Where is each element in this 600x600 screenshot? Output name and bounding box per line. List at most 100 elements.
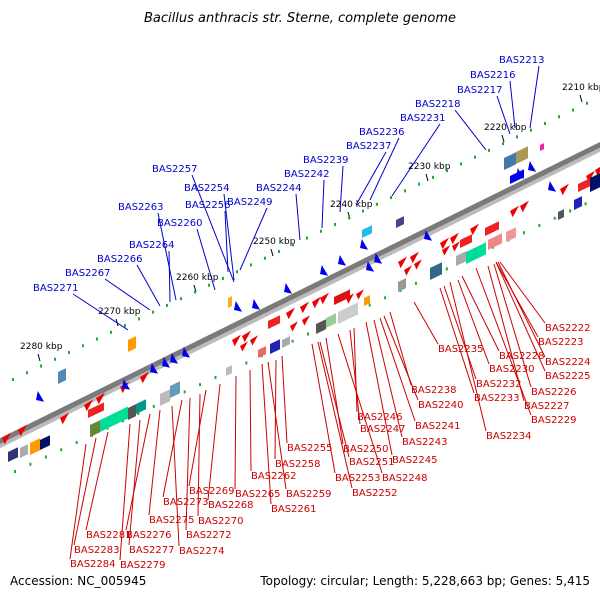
guide-dot <box>516 135 518 139</box>
gene-label-bottom: BAS2224 <box>545 357 591 368</box>
guide-dot <box>12 378 14 381</box>
gene-label-bottom: BAS2276 <box>126 530 172 541</box>
gene-arrow <box>346 293 354 304</box>
guide-dot <box>199 383 202 387</box>
gene-block <box>326 313 336 328</box>
kbp-tick-mark <box>425 173 429 182</box>
gene-block <box>590 173 600 192</box>
gene-arrow <box>240 341 248 352</box>
kbp-tick-label: 2220 kbp <box>484 123 527 133</box>
gene-arrow <box>560 183 569 196</box>
gene-arrow <box>232 334 241 347</box>
gene-block <box>90 420 100 437</box>
gene-label-bottom: BAS2258 <box>275 459 321 470</box>
guide-dot <box>445 267 448 271</box>
label-leader-line <box>234 375 237 490</box>
label-leader-line <box>239 207 268 271</box>
gene-label-bottom: BAS2252 <box>352 488 398 499</box>
label-leader-line <box>125 413 151 531</box>
guide-dot <box>368 303 371 307</box>
gene-label-top: BAS2217 <box>457 85 503 96</box>
gene-block <box>488 233 502 250</box>
gene-label-bottom: BAS2235 <box>438 344 484 355</box>
gene-block <box>170 381 180 398</box>
gene-label-bottom: BAS2270 <box>198 516 244 527</box>
kbp-tick-mark <box>579 94 583 103</box>
guide-dot <box>166 303 168 307</box>
gene-block <box>485 221 499 236</box>
gene-block <box>396 216 404 228</box>
gene-block <box>128 336 136 352</box>
guide-dot <box>245 361 248 365</box>
guide-dot <box>208 283 210 287</box>
guide-dot <box>183 390 186 394</box>
gene-block <box>8 447 18 462</box>
label-leader-line <box>383 315 419 401</box>
label-leader-line <box>69 443 87 560</box>
gene-arrow <box>286 307 295 320</box>
gene-label-bottom: BAS2233 <box>474 393 520 404</box>
gene-block <box>558 209 564 220</box>
gene-label-bottom: BAS2283 <box>74 545 120 556</box>
label-leader-line <box>188 389 207 487</box>
kbp-tick-mark <box>270 248 274 257</box>
gene-arrow <box>2 432 11 445</box>
label-leader-line <box>337 333 383 474</box>
guide-dot <box>307 332 309 336</box>
guide-dot <box>44 455 47 459</box>
gene-arrow <box>252 299 261 310</box>
gene-block <box>574 196 582 210</box>
kbp-tick-label: 2210 kbp <box>562 83 600 93</box>
gene-label-bottom: BAS2261 <box>271 504 317 515</box>
guide-dot <box>362 209 364 213</box>
gene-block <box>364 295 370 306</box>
gene-arrow <box>182 347 191 358</box>
gene-arrow <box>410 251 419 264</box>
gene-block <box>398 278 406 292</box>
gene-label-top: BAS2254 <box>184 183 230 194</box>
guide-dot <box>40 364 42 368</box>
gene-label-bottom: BAS2277 <box>129 545 175 556</box>
gene-label-bottom: BAS2232 <box>476 379 522 390</box>
gene-arrow <box>548 181 557 192</box>
label-leader-line <box>493 263 532 388</box>
label-leader-line <box>104 278 151 311</box>
guide-dot <box>29 462 32 466</box>
label-leader-line <box>281 355 288 444</box>
gene-label-top: BAS2218 <box>415 99 461 110</box>
label-leader-line <box>73 437 97 546</box>
guide-dot <box>194 290 196 294</box>
guide-dot <box>414 281 417 285</box>
kbp-tick-label: 2250 kbp <box>253 237 296 247</box>
gene-block <box>100 406 128 432</box>
gene-label-top: BAS2237 <box>346 141 392 152</box>
gene-block <box>128 404 136 420</box>
label-leader-line <box>495 261 546 372</box>
guide-dot <box>96 337 98 341</box>
gene-label-top: BAS2213 <box>499 55 545 66</box>
label-leader-line <box>355 151 387 206</box>
gene-arrow <box>470 223 479 236</box>
label-leader-line <box>295 193 301 241</box>
guide-dot <box>488 148 490 152</box>
label-leader-line <box>319 341 350 458</box>
gene-label-bottom: BAS2243 <box>402 437 448 448</box>
label-leader-line <box>197 393 201 517</box>
guide-dot <box>384 296 387 300</box>
guide-dot <box>418 182 420 186</box>
gene-block <box>510 169 524 184</box>
gene-block <box>160 389 170 406</box>
gene-label-top: BAS2256 <box>185 200 231 211</box>
guide-dot <box>180 297 182 301</box>
guide-dot <box>68 351 70 355</box>
label-leader-line <box>72 293 129 331</box>
gene-label-top: BAS2264 <box>129 240 175 251</box>
label-leader-line <box>136 264 161 307</box>
gene-label-top: BAS2267 <box>65 268 111 279</box>
gene-block <box>362 225 372 238</box>
label-leader-line <box>454 109 487 151</box>
gene-label-top: BAS2239 <box>303 155 349 166</box>
gene-label-bottom: BAS2230 <box>489 364 535 375</box>
guide-dot <box>376 202 378 206</box>
guide-dot <box>60 448 63 452</box>
